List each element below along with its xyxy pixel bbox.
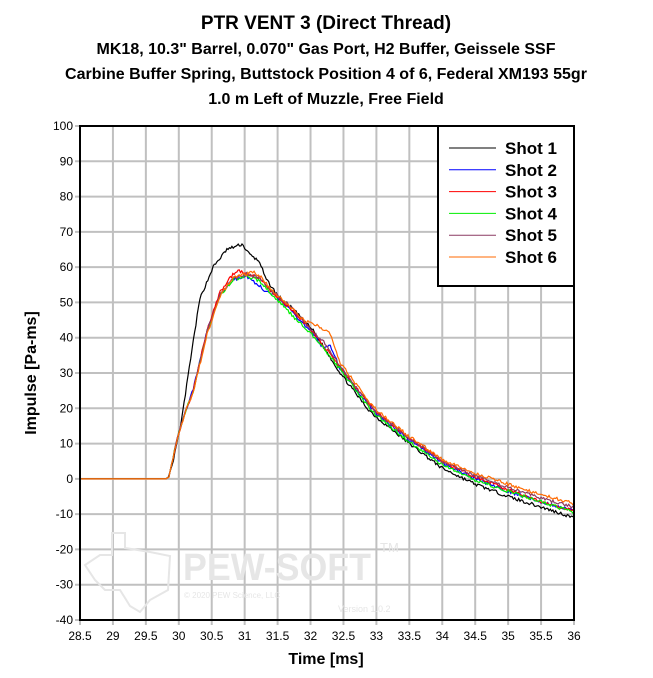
- series-lines: [80, 243, 575, 519]
- texas-logo: [83, 532, 172, 614]
- legend-label-4: Shot 4: [505, 204, 557, 223]
- chart-title: PTR VENT 3 (Direct Thread): [201, 13, 451, 34]
- y-tick-label: 20: [60, 401, 74, 415]
- y-tick-label: 0: [66, 472, 73, 486]
- x-tick-label: 33: [370, 629, 384, 643]
- y-tick-label: 50: [60, 295, 74, 309]
- series-line-6: [80, 270, 575, 506]
- watermark: PEW-SOFT TM © 2020 PEW Science, LLC Vers…: [83, 532, 399, 614]
- legend-label-2: Shot 2: [505, 161, 557, 180]
- x-tick-label: 29: [106, 629, 120, 643]
- y-tick-label: 60: [60, 260, 74, 274]
- y-tick-label: 40: [60, 331, 74, 345]
- y-tick-label: 90: [60, 154, 74, 168]
- x-tick-label: 29.5: [134, 629, 158, 643]
- x-axis-label: Time [ms]: [288, 651, 363, 668]
- x-tick-label: 28.5: [68, 629, 92, 643]
- y-tick-label: -40: [56, 613, 74, 627]
- chart-subtitle-line-1: MK18, 10.3" Barrel, 0.070" Gas Port, H2 …: [97, 41, 556, 58]
- x-tick-label: 32.5: [332, 629, 356, 643]
- legend-label-3: Shot 3: [505, 183, 557, 202]
- legend-label-5: Shot 5: [505, 226, 557, 245]
- y-tick-label: 100: [53, 119, 73, 133]
- x-tick-label: 36: [567, 629, 581, 643]
- y-tick-label: -20: [56, 542, 74, 556]
- legend-label-6: Shot 6: [505, 248, 557, 267]
- y-tick-label: -30: [56, 578, 74, 592]
- x-tick-label: 35.5: [529, 629, 553, 643]
- x-tick-label: 32: [304, 629, 318, 643]
- y-tick-label: 80: [60, 190, 74, 204]
- series-line-4: [80, 274, 575, 514]
- x-tick-label: 31.5: [266, 629, 290, 643]
- series-line-3: [80, 269, 575, 513]
- x-tick-label: 31: [238, 629, 252, 643]
- series-line-2: [80, 274, 575, 512]
- y-axis-label: Impulse [Pa-ms]: [23, 311, 40, 435]
- y-tick-label: -10: [56, 507, 74, 521]
- watermark-copyright: © 2020 PEW Science, LLC: [184, 591, 280, 600]
- x-tick-label: 34.5: [464, 629, 488, 643]
- x-tick-label: 35: [501, 629, 515, 643]
- y-tick-label: 30: [60, 366, 74, 380]
- watermark-brand: PEW-SOFT: [183, 547, 371, 589]
- y-tick-label: 70: [60, 225, 74, 239]
- chart-subtitle-line-2: Carbine Buffer Spring, Buttstock Positio…: [65, 66, 587, 83]
- legend-label-1: Shot 1: [505, 139, 557, 158]
- plot-frame: [79, 125, 575, 621]
- chart-subtitle-line-3: 1.0 m Left of Muzzle, Free Field: [208, 91, 444, 108]
- y-tick-label: 10: [60, 437, 74, 451]
- tick-labels: 28.5 29 29.5 30 30.5 31 31.5 32 32.5 33 33.5 34 34.5…: [53, 119, 581, 643]
- legend: Shot 1 Shot 2 Shot 3 Shot 4 Shot 5 Shot 6: [437, 125, 575, 287]
- series-line-5: [80, 271, 575, 509]
- watermark-version: Version 1.0.2: [338, 604, 391, 614]
- x-tick-label: 34: [436, 629, 450, 643]
- x-tick-label: 30.5: [200, 629, 224, 643]
- watermark-trademark: TM: [380, 540, 399, 555]
- x-tick-label: 33.5: [398, 629, 422, 643]
- legend-box: [437, 125, 575, 287]
- x-tick-label: 30: [172, 629, 186, 643]
